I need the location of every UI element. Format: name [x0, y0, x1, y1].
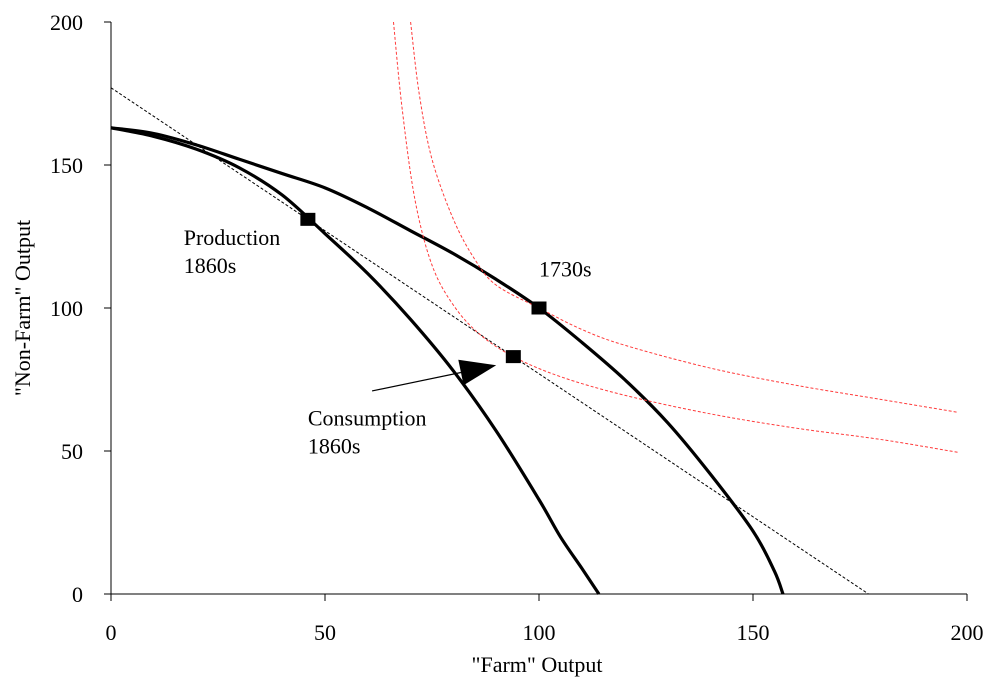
price-line [110, 87, 869, 595]
x-tick-label: 150 [737, 620, 770, 645]
x-tick-label: 100 [523, 620, 556, 645]
x-axis-title: "Farm" Output [471, 652, 602, 677]
y-axis-title: "Non-Farm" Output [10, 220, 35, 396]
x-tick-label: 0 [106, 620, 117, 645]
indifference-curve-lower [392, 21, 959, 453]
annotation-label: 1860s [308, 433, 361, 458]
point-marker [505, 350, 521, 364]
point-marker [300, 212, 316, 226]
annotation-arrow-head [458, 359, 497, 386]
point-marker [531, 301, 547, 315]
x-tick-label: 50 [314, 620, 336, 645]
indifference-curve-upper [410, 21, 959, 413]
annotation-arrow-shaft [371, 371, 462, 392]
annotation-label: Consumption [308, 405, 427, 430]
ppf-curve-inner [110, 126, 601, 595]
y-tick-label: 200 [50, 10, 83, 35]
y-tick-label: 0 [72, 582, 83, 607]
y-tick-label: 50 [61, 439, 83, 464]
annotation-label: 1730s [539, 257, 592, 282]
x-tick-label: 200 [951, 620, 984, 645]
y-tick-label: 150 [50, 153, 83, 178]
y-tick-label: 100 [50, 296, 83, 321]
annotation-label: 1860s [184, 253, 237, 278]
ppf-curve-outer [110, 126, 785, 595]
annotation-label: Production [184, 225, 281, 250]
